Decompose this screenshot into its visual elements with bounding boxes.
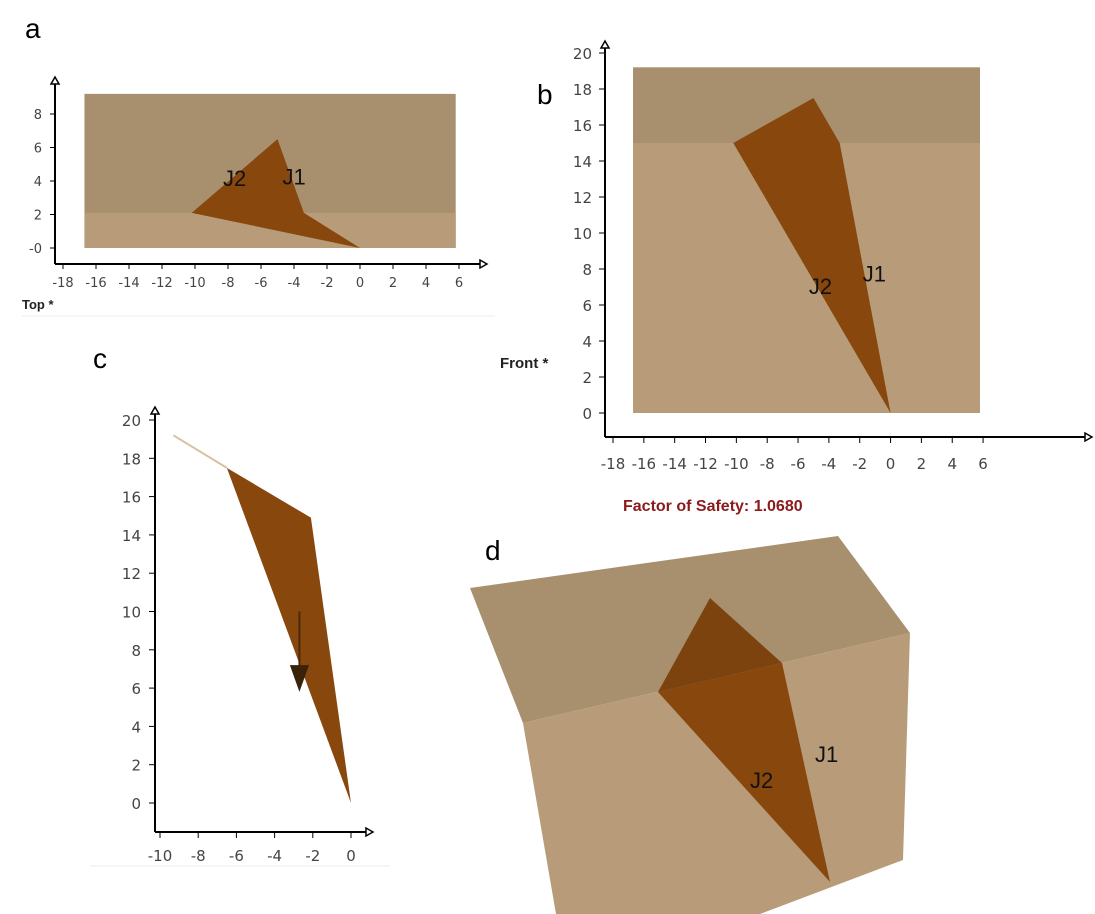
y-tick-label-b: 18 [573, 81, 592, 99]
x-tick-label-a: 6 [455, 276, 463, 291]
x-tick-label-a: 4 [422, 276, 430, 291]
y-tick-label-c: 18 [122, 450, 141, 468]
panel-label-a: a [25, 13, 41, 44]
factor-of-safety: Factor of Safety: 1.0680 [623, 498, 803, 515]
y-tick-label-c: 16 [122, 489, 141, 507]
panel-label-b: b [537, 79, 553, 110]
y-tick-label-c: 4 [131, 718, 141, 736]
wedge-a [191, 139, 360, 248]
x-tick-label-c: -8 [191, 847, 206, 865]
x-tick-label-c: -2 [305, 847, 320, 865]
joint-label-j1-a: J1 [282, 164, 305, 189]
panel-label-d: d [485, 535, 501, 566]
x-tick-label-a: -16 [85, 276, 106, 291]
wedge-c [226, 467, 351, 803]
x-tick-label-b: 2 [917, 455, 927, 473]
x-tick-label-c: -4 [267, 847, 282, 865]
y-tick-label-a: 2 [34, 209, 42, 224]
x-tick-label-b: 6 [978, 455, 988, 473]
y-tick-label-c: 14 [122, 527, 141, 545]
y-tick-label-b: 16 [573, 117, 592, 135]
x-tick-label-b: -12 [693, 455, 718, 473]
x-tick-label-b: -2 [852, 455, 867, 473]
y-tick-label-a: 4 [34, 175, 42, 190]
y-tick-label-a: -0 [29, 242, 42, 257]
y-axis-arrow-a [49, 75, 61, 85]
y-tick-label-b: 14 [573, 153, 592, 171]
x-tick-label-a: 0 [356, 276, 364, 291]
x-axis-arrow-b [1084, 431, 1094, 443]
view-label-top: Top * [22, 297, 54, 312]
x-tick-label-a: -6 [255, 276, 268, 291]
y-tick-label-b: 12 [573, 189, 592, 207]
panel-label-c: c [93, 343, 107, 374]
x-tick-label-a: -10 [184, 276, 205, 291]
y-tick-label-b: 8 [582, 261, 592, 279]
joint-label-j2-a: J2 [223, 166, 246, 191]
x-tick-label-b: -10 [724, 455, 749, 473]
y-tick-label-b: 4 [582, 333, 592, 351]
y-tick-label-b: 0 [582, 405, 592, 423]
y-tick-label-b: 6 [582, 297, 592, 315]
y-tick-label-c: 6 [131, 680, 141, 698]
x-tick-label-a: -14 [118, 276, 139, 291]
x-tick-label-c: -10 [148, 847, 173, 865]
joint-label-j1-d: J1 [815, 742, 838, 767]
x-tick-label-a: -18 [52, 276, 73, 291]
x-axis-arrow-c [365, 826, 375, 838]
x-tick-label-b: 0 [886, 455, 896, 473]
x-tick-label-b: -14 [662, 455, 687, 473]
y-tick-label-a: 8 [34, 108, 42, 123]
x-tick-label-c: 0 [346, 847, 356, 865]
x-tick-label-a: 2 [389, 276, 397, 291]
x-tick-label-b: -16 [632, 455, 657, 473]
y-tick-label-c: 12 [122, 565, 141, 583]
x-tick-label-c: -6 [229, 847, 244, 865]
y-tick-label-b: 2 [582, 369, 592, 387]
x-tick-label-b: -8 [760, 455, 775, 473]
y-tick-label-c: 20 [122, 412, 141, 430]
x-tick-label-a: -2 [321, 276, 334, 291]
force-arrow-icon [289, 665, 309, 692]
slope-top-d [470, 536, 910, 723]
y-tick-label-b: 10 [573, 225, 592, 243]
wedge-top-d [658, 598, 782, 692]
x-tick-label-a: -4 [288, 276, 301, 291]
wedge-b [733, 98, 891, 413]
y-tick-label-b: 20 [573, 45, 592, 63]
y-tick-label-c: 10 [122, 604, 141, 622]
joint-label-j2-b: J2 [809, 274, 832, 299]
y-tick-label-c: 8 [131, 642, 141, 660]
x-tick-label-b: -4 [821, 455, 836, 473]
x-tick-label-b: -18 [601, 455, 626, 473]
x-axis-arrow-a [479, 258, 489, 270]
slope-edge-c [172, 434, 228, 469]
wedge-face-d [658, 663, 830, 882]
x-tick-label-b: -6 [791, 455, 806, 473]
y-tick-label-a: 6 [34, 142, 42, 157]
x-tick-label-a: -8 [222, 276, 235, 291]
joint-label-j1-b: J1 [863, 262, 886, 287]
x-tick-label-b: 4 [947, 455, 957, 473]
view-label-front: Front * [500, 355, 548, 372]
y-tick-label-c: 0 [131, 795, 141, 813]
y-axis-arrow-b [599, 39, 611, 49]
y-axis-arrow-c [149, 405, 161, 415]
joint-label-j2-d: J2 [750, 768, 773, 793]
y-tick-label-c: 2 [131, 757, 141, 775]
slope-face-a [84, 212, 456, 248]
x-tick-label-a: -12 [151, 276, 172, 291]
